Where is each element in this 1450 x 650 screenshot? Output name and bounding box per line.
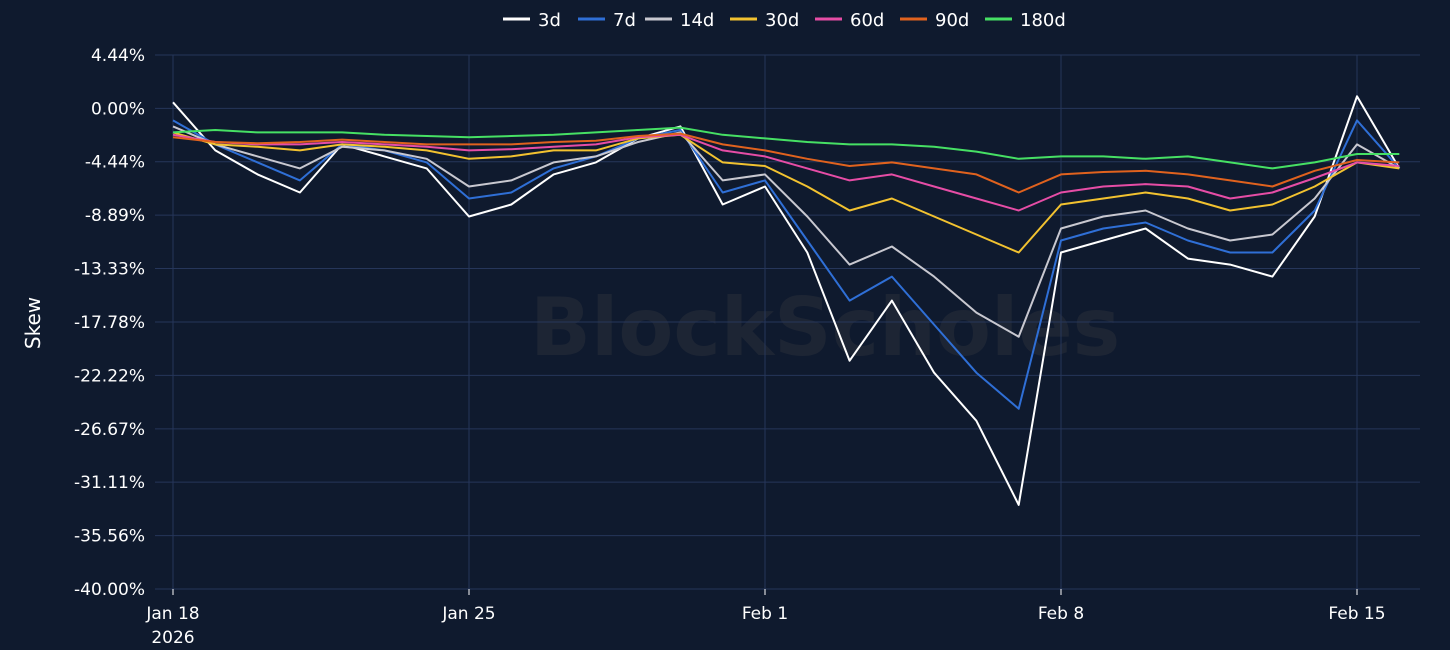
series-line-90d: [172, 132, 1400, 194]
legend-label: 7d: [613, 10, 636, 31]
grid: [155, 54, 1420, 590]
legend-item-60d[interactable]: 60d: [815, 10, 884, 31]
legend-label: 90d: [935, 10, 969, 31]
series-line-3d: [172, 95, 1401, 506]
series-line-30d: [172, 131, 1400, 254]
y-tick-label: -31.11%: [74, 473, 145, 493]
series-line-14d: [172, 125, 1400, 338]
y-axis-title: Skew: [21, 297, 45, 349]
y-tick-label: -22.22%: [74, 366, 145, 386]
y-tick-label: -26.67%: [74, 420, 145, 440]
y-tick-label: 4.44%: [91, 46, 145, 66]
x-tick-label: Feb 1: [742, 604, 788, 624]
legend-item-90d[interactable]: 90d: [900, 10, 969, 31]
y-tick-label: -13.33%: [74, 260, 145, 280]
y-tick-label: -40.00%: [74, 580, 145, 600]
y-tick-label: -35.56%: [74, 527, 145, 547]
y-tick-label: -17.78%: [74, 313, 145, 333]
x-tick-sublabel: 2026: [151, 628, 194, 648]
x-axis: Jan 18 2026 Jan 25 Feb 1 Feb 8 Feb 15: [145, 589, 1386, 648]
legend-item-3d[interactable]: 3d: [503, 10, 561, 31]
series-lines: [172, 95, 1401, 506]
x-tick-label: Feb 8: [1038, 604, 1084, 624]
y-tick-label: -8.89%: [85, 206, 145, 226]
legend-item-30d[interactable]: 30d: [730, 10, 799, 31]
y-tick-label: -4.44%: [85, 153, 145, 173]
legend-label: 30d: [765, 10, 799, 31]
legend-label: 60d: [850, 10, 884, 31]
series-line-180d: [172, 126, 1400, 170]
legend-label: 14d: [680, 10, 714, 31]
x-tick-label: Jan 25: [441, 604, 495, 624]
series-line-60d: [172, 133, 1400, 212]
legend-item-7d[interactable]: 7d: [578, 10, 636, 31]
legend-item-14d[interactable]: 14d: [645, 10, 714, 31]
x-tick-label: Jan 18: [145, 604, 199, 624]
y-axis: 4.44% 0.00% -4.44% -8.89% -13.33% -17.78% -22.…: [74, 46, 145, 600]
legend-item-180d[interactable]: 180d: [985, 10, 1066, 31]
legend[interactable]: 3d 7d 14d 30d 60d 90d 180d: [503, 10, 1066, 31]
legend-label: 180d: [1020, 10, 1066, 31]
y-tick-label: 0.00%: [91, 99, 145, 119]
legend-label: 3d: [538, 10, 561, 31]
x-tick-label: Feb 15: [1328, 604, 1385, 624]
